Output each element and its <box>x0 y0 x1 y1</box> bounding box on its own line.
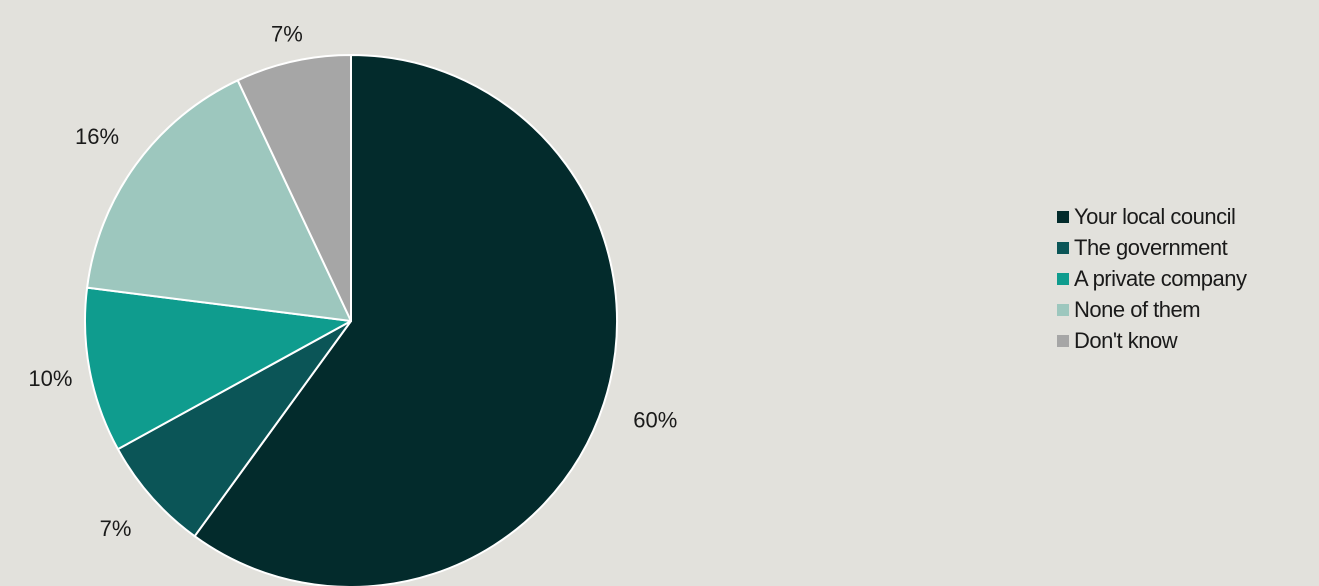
legend-label: The government <box>1074 234 1228 260</box>
legend-label: Your local council <box>1074 203 1236 229</box>
pie-data-labels: 60% 7% 10% 16% 7% <box>28 22 677 542</box>
slice-data-label: 10% <box>28 366 72 391</box>
pie-slice <box>236 54 352 322</box>
legend-swatch <box>1057 241 1069 254</box>
pie-slices <box>84 54 618 586</box>
legend-swatch <box>1057 334 1069 347</box>
chart-legend: Your local council The government A privat… <box>1057 201 1247 356</box>
legend-swatch <box>1057 303 1069 316</box>
legend-item: Your local council <box>1057 201 1246 232</box>
pie-slice <box>116 320 352 538</box>
legend-label: Don't know <box>1074 327 1178 353</box>
legend-item: None of them <box>1057 294 1246 325</box>
legend-item: The government <box>1057 232 1246 263</box>
legend-item: Don't know <box>1057 325 1246 356</box>
pie-slice <box>86 79 352 322</box>
legend-swatch <box>1057 272 1069 285</box>
slice-data-label: 7% <box>271 22 303 47</box>
pie-chart-plot: 60% 7% 10% 16% 7% <box>28 22 677 586</box>
legend-item: A private company <box>1057 263 1247 294</box>
pie-slice <box>84 286 352 451</box>
legend-label: None of them <box>1074 296 1201 322</box>
legend-swatch <box>1057 210 1069 223</box>
slice-data-label: 16% <box>75 124 119 149</box>
legend-label: A private company <box>1074 265 1247 291</box>
slice-data-label: 60% <box>633 407 677 432</box>
slice-data-label: 7% <box>100 516 132 541</box>
pie-slice <box>193 54 618 586</box>
